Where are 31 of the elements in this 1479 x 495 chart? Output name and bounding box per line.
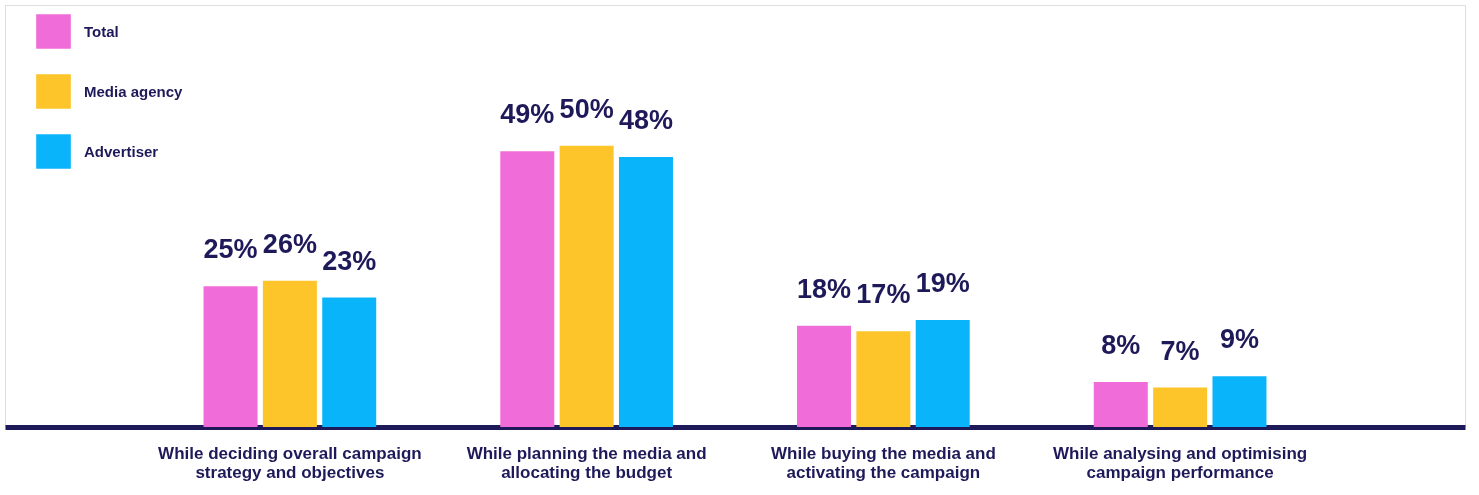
- data-label: 23%: [322, 245, 377, 276]
- data-label: 50%: [559, 93, 614, 124]
- x-tick-label: While analysing and optimising campaign performance: [1053, 443, 1308, 482]
- bar: [203, 286, 258, 427]
- bar: [1153, 387, 1208, 427]
- bar: [856, 331, 911, 427]
- data-label: 19%: [915, 268, 970, 299]
- bar: [1212, 376, 1267, 427]
- legend-label: Advertiser: [84, 142, 159, 160]
- bar: [322, 297, 377, 427]
- legend-label: Total: [84, 22, 119, 40]
- data-label: 49%: [500, 99, 555, 130]
- x-tick-label: While buying the media and activating the campaign: [770, 443, 996, 482]
- bar: [1093, 381, 1148, 427]
- data-label: 8%: [1101, 329, 1141, 360]
- bar: [915, 320, 970, 427]
- legend-label: Media agency: [84, 82, 184, 100]
- x-tick-label: While deciding overall campaign strategy and objectives: [158, 443, 422, 482]
- data-label: 9%: [1219, 324, 1259, 355]
- bar: [262, 280, 317, 427]
- data-label: 18%: [797, 273, 852, 304]
- data-label: 7%: [1160, 335, 1200, 366]
- data-label: 26%: [262, 228, 317, 259]
- bar: [500, 151, 555, 427]
- bar: [797, 325, 852, 427]
- x-tick-label: While planning the media and allocating the budget: [466, 443, 707, 482]
- data-label: 17%: [856, 279, 911, 310]
- data-label: 48%: [618, 104, 673, 135]
- data-label: 25%: [203, 234, 258, 265]
- bar: [559, 145, 614, 427]
- bar: [618, 156, 673, 427]
